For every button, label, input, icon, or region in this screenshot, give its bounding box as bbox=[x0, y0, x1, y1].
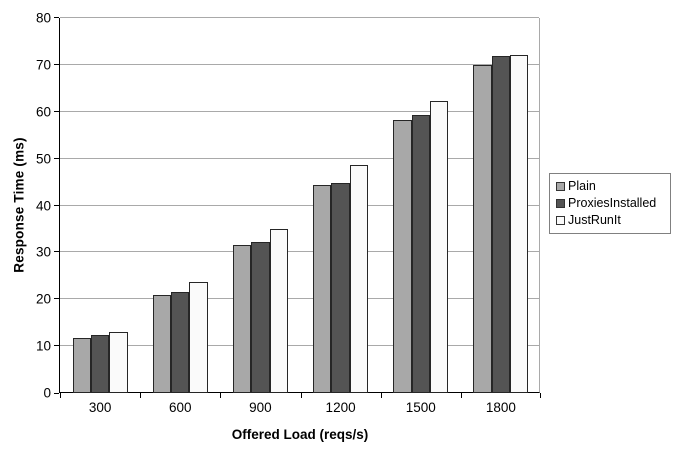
y-axis-tick-10 bbox=[54, 345, 59, 347]
y-axis-tick-80 bbox=[54, 17, 59, 18]
y-axis-tick-70 bbox=[54, 63, 59, 65]
gridline-70 bbox=[60, 63, 539, 65]
bar-proxiesinstalled-1800 bbox=[491, 55, 511, 393]
bar-proxiesinstalled-1500 bbox=[411, 115, 430, 393]
x-axis-tick-1 bbox=[140, 393, 141, 398]
x-tick-label-300: 300 bbox=[88, 400, 112, 415]
x-axis-tick-0 bbox=[60, 393, 61, 398]
bar-justrunit-600 bbox=[189, 282, 208, 393]
legend-item-justrunit: JustRunIt bbox=[556, 214, 665, 227]
y-axis-tick-20 bbox=[54, 298, 59, 300]
legend-item-plain: Plain bbox=[556, 180, 665, 193]
y-tick-label-0: 0 bbox=[43, 385, 51, 401]
bar-plain-1200 bbox=[313, 185, 332, 393]
x-axis-tick-6 bbox=[540, 393, 541, 398]
x-tick-label-900: 900 bbox=[249, 400, 272, 415]
x-tick-label-1800: 1800 bbox=[485, 400, 516, 415]
gridline-10 bbox=[60, 345, 539, 347]
bar-plain-1500 bbox=[393, 120, 412, 393]
gridline-40 bbox=[60, 204, 539, 206]
x-axis-tick-3 bbox=[301, 393, 302, 398]
gridline-20 bbox=[60, 298, 539, 300]
bar-justrunit-1800 bbox=[510, 54, 529, 393]
gridline-80 bbox=[60, 17, 539, 18]
x-axis-title: Offered Load (reqs/s) bbox=[231, 427, 369, 442]
bar-plain-1800 bbox=[473, 64, 492, 393]
y-tick-label-80: 80 bbox=[35, 10, 51, 26]
bar-justrunit-1200 bbox=[349, 165, 369, 393]
y-axis-tick-40 bbox=[54, 204, 59, 206]
y-axis-tick-60 bbox=[54, 110, 59, 112]
plot-area: 0 10 20 30 40 50 60 70 80 300 600 900 1200 1500 1800 bbox=[36, 11, 541, 415]
y-axis-tick-30 bbox=[54, 251, 59, 253]
bar-proxiesinstalled-300 bbox=[90, 334, 110, 393]
y-tick-label-10: 10 bbox=[35, 338, 51, 354]
bar-proxiesinstalled-1200 bbox=[331, 183, 350, 393]
legend-item-proxiesinstalled: ProxiesInstalled bbox=[556, 197, 665, 210]
x-tick-label-1200: 1200 bbox=[325, 400, 356, 415]
y-tick-label-40: 40 bbox=[35, 198, 51, 213]
x-axis-tick-2 bbox=[220, 393, 221, 398]
y-tick-label-50: 50 bbox=[35, 151, 51, 167]
x-tick-label-1500: 1500 bbox=[405, 400, 436, 415]
legend: Plain ProxiesInstalled JustRunIt bbox=[549, 173, 671, 234]
legend-swatch-proxiesinstalled-icon bbox=[556, 199, 565, 208]
y-axis-tick-50 bbox=[54, 157, 59, 159]
y-tick-label-60: 60 bbox=[35, 104, 51, 120]
legend-swatch-justrunit-icon bbox=[556, 216, 565, 225]
legend-label-plain: Plain bbox=[568, 179, 596, 193]
bar-justrunit-300 bbox=[109, 332, 128, 393]
bar-plain-300 bbox=[72, 337, 91, 393]
legend-label-justrunit: JustRunIt bbox=[568, 213, 621, 227]
legend-label-proxiesinstalled: ProxiesInstalled bbox=[568, 196, 657, 210]
x-tick-label-600: 600 bbox=[168, 400, 192, 415]
bar-plain-600 bbox=[152, 294, 172, 393]
bar-justrunit-900 bbox=[269, 228, 288, 393]
y-axis-title: Response Time (ms) bbox=[11, 137, 27, 273]
bar-proxiesinstalled-600 bbox=[171, 292, 190, 393]
gridline-30 bbox=[60, 251, 539, 253]
y-tick-label-70: 70 bbox=[35, 57, 51, 73]
bar-justrunit-1500 bbox=[429, 100, 449, 393]
y-tick-label-30: 30 bbox=[35, 244, 51, 260]
gridline-60 bbox=[60, 110, 539, 112]
x-axis-tick-4 bbox=[381, 393, 382, 398]
bar-proxiesinstalled-900 bbox=[251, 242, 270, 393]
bar-plain-900 bbox=[232, 245, 252, 393]
legend-swatch-plain-icon bbox=[556, 182, 565, 191]
x-axis-tick-5 bbox=[461, 393, 462, 398]
y-tick-label-20: 20 bbox=[35, 291, 51, 307]
gridline-50 bbox=[60, 157, 539, 159]
y-axis-tick-0 bbox=[54, 393, 59, 394]
